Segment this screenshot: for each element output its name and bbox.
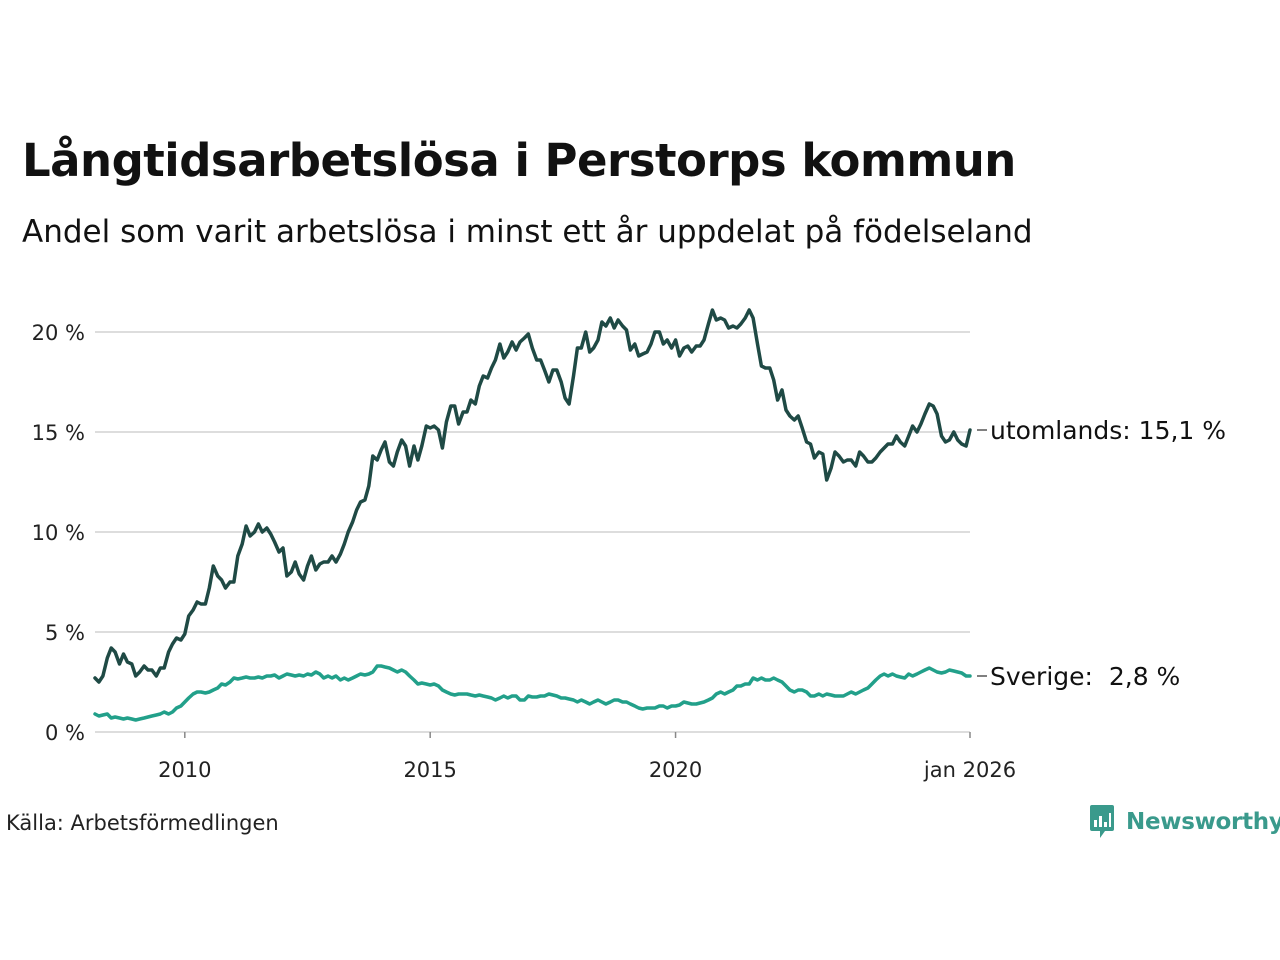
y-tick-label: 0 % (45, 721, 85, 745)
chart-title: Långtidsarbetslösa i Perstorps kommun (22, 134, 1016, 187)
y-tick-label: 15 % (32, 421, 85, 445)
y-tick-label: 20 % (32, 321, 85, 345)
y-axis-ticks: 0 % 5 % 10 % 15 % 20 % (32, 321, 85, 745)
y-tick-label: 5 % (45, 621, 85, 645)
series-lines (93, 308, 972, 722)
series-line-sverige (93, 664, 972, 722)
x-tick-label: 2020 (649, 758, 702, 782)
chart-subtitle: Andel som varit arbetslösa i minst ett å… (22, 214, 1033, 250)
series-line-utomlands (93, 308, 972, 684)
series-end-labels: utomlands: 15,1 % Sverige: 2,8 % (977, 416, 1226, 691)
end-label-utomlands: utomlands: 15,1 % (990, 416, 1226, 445)
source-note: Källa: Arbetsförmedlingen (6, 811, 279, 835)
x-tick-label: 2015 (403, 758, 456, 782)
y-tick-label: 10 % (32, 521, 85, 545)
gridlines (95, 331, 970, 733)
newsworthy-logo-icon (1090, 805, 1114, 838)
x-tick-label: 2010 (158, 758, 211, 782)
x-axis-ticks: 2010 2015 2020 jan 2026 (158, 732, 1016, 782)
x-tick-label: jan 2026 (923, 758, 1016, 782)
end-label-sverige: Sverige: 2,8 % (990, 662, 1180, 691)
brand-name: Newsworthy (1126, 809, 1280, 835)
newsworthy-logo: Newsworthy (1088, 804, 1280, 840)
